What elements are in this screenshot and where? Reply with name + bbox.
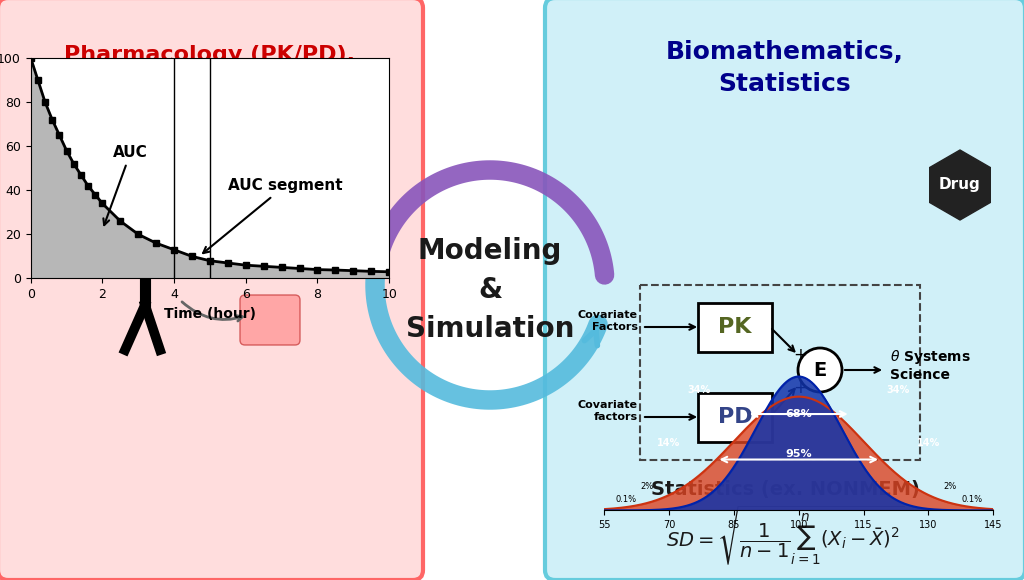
Text: Covariate
factors: Covariate factors — [578, 400, 638, 422]
Text: 2%: 2% — [943, 482, 956, 491]
FancyBboxPatch shape — [698, 303, 772, 352]
Text: $\theta$ Systems
Science: $\theta$ Systems Science — [890, 348, 971, 382]
Text: 68%: 68% — [785, 409, 812, 419]
FancyBboxPatch shape — [698, 393, 772, 442]
Text: E: E — [813, 361, 826, 379]
Text: Covariate
Factors: Covariate Factors — [578, 310, 638, 332]
Text: 0.1%: 0.1% — [962, 495, 982, 505]
FancyBboxPatch shape — [0, 0, 423, 580]
Text: Biomathematics,
Statistics: Biomathematics, Statistics — [666, 40, 904, 96]
Text: AUC: AUC — [103, 145, 147, 225]
Circle shape — [798, 348, 842, 392]
Text: 2%: 2% — [641, 482, 654, 491]
X-axis label: Time (hour): Time (hour) — [164, 307, 256, 321]
Text: $SD = \sqrt{\dfrac{1}{n-1}\sum_{i=1}^{n}(X_i - \bar{X})^2}$: $SD = \sqrt{\dfrac{1}{n-1}\sum_{i=1}^{n}… — [666, 503, 904, 567]
Text: 0.1%: 0.1% — [615, 495, 636, 505]
FancyBboxPatch shape — [545, 0, 1024, 580]
Text: PD: PD — [718, 407, 753, 427]
Circle shape — [255, 215, 285, 245]
Text: 34%: 34% — [887, 385, 909, 394]
Polygon shape — [930, 150, 990, 220]
Circle shape — [267, 204, 289, 226]
Text: 14%: 14% — [657, 438, 681, 448]
Circle shape — [250, 238, 270, 258]
Text: 34%: 34% — [688, 385, 711, 394]
Text: AUC segment: AUC segment — [203, 178, 342, 253]
Text: Modeling
&
Simulation: Modeling & Simulation — [406, 237, 574, 343]
Circle shape — [127, 207, 163, 243]
Text: Statistics (ex. NONMEM): Statistics (ex. NONMEM) — [650, 480, 920, 499]
Text: +: + — [793, 379, 807, 397]
Text: +: + — [793, 346, 807, 364]
Text: PK: PK — [718, 317, 752, 337]
Text: 95%: 95% — [785, 449, 812, 459]
FancyBboxPatch shape — [240, 295, 300, 345]
Circle shape — [285, 215, 305, 235]
Text: Pharmacology (PK/PD),
Pathophysiology,
Pharmaceutical
Mechanisms: Pharmacology (PK/PD), Pathophysiology, P… — [65, 45, 355, 144]
Circle shape — [278, 228, 302, 252]
Text: Drug: Drug — [939, 177, 981, 193]
Text: 14%: 14% — [916, 438, 940, 448]
